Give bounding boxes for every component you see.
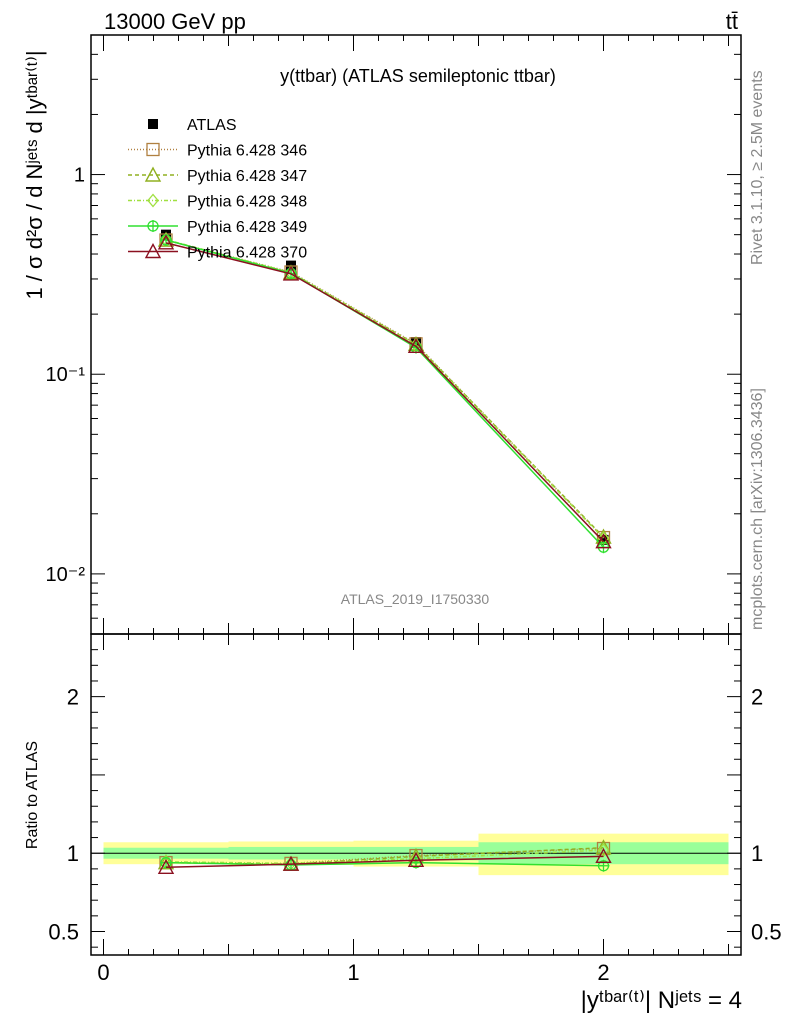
ratio-series-4-point-1 bbox=[282, 855, 300, 871]
top-series-4-point-0 bbox=[157, 234, 175, 250]
analysis-watermark: ATLAS_2019_I1750330 bbox=[341, 591, 490, 607]
ratio-ytick-label-right-1: 1 bbox=[751, 841, 763, 866]
xtick-label-0: 0 bbox=[97, 960, 109, 985]
top-series-line-2 bbox=[165, 238, 605, 539]
legend-marker-1 bbox=[144, 166, 162, 182]
ratio-series-line-2 bbox=[165, 849, 604, 865]
ratio-series-line-3 bbox=[165, 861, 604, 867]
data-curves bbox=[157, 229, 612, 875]
top-ytick-label-2: 10⁻² bbox=[46, 564, 86, 586]
energy-label: 13000 GeV pp bbox=[104, 9, 246, 34]
legend-marker-0 bbox=[146, 142, 160, 157]
top-ytick-label-1: 10⁻¹ bbox=[46, 364, 86, 386]
ratio-series-2-point-3 bbox=[597, 843, 610, 858]
legend-marker-4 bbox=[144, 243, 162, 259]
ratio-ytick-label-left-2: 0.5 bbox=[48, 920, 79, 945]
legend-label-1: Pythia 6.428 347 bbox=[187, 168, 307, 185]
top-series-line-0 bbox=[165, 239, 605, 539]
ratio-series-line-1 bbox=[165, 846, 604, 865]
legend-label-0: Pythia 6.428 346 bbox=[187, 143, 307, 160]
atlas-point-3 bbox=[598, 534, 609, 545]
ratio-ytick-label-left-0: 2 bbox=[67, 685, 79, 710]
ratio-ytick-label-right-0: 2 bbox=[751, 685, 763, 710]
legend-label-2: Pythia 6.428 348 bbox=[187, 194, 307, 211]
legend-marker-atlas bbox=[148, 119, 158, 129]
ratio-panel-frame bbox=[90, 633, 742, 956]
legend-label-3: Pythia 6.428 349 bbox=[187, 219, 307, 236]
top-y-axis-label: 1 / σ d²σ / d Nʲᵉᵗˢ d |yᵗᵇᵃʳ⁽ᵗ⁾| bbox=[22, 50, 47, 299]
ratio-ytick-label-right-2: 0.5 bbox=[751, 920, 782, 945]
axis-ticks: 1 10⁻¹ 10⁻² 2 2 1 1 0.5 0.5 0 1 2 bbox=[46, 34, 782, 985]
ratio-series-0-point-3 bbox=[596, 841, 611, 856]
process-label: tt̄ bbox=[726, 9, 738, 34]
top-series-4-point-1 bbox=[282, 265, 300, 281]
ratio-series-4-point-3 bbox=[595, 847, 612, 864]
top-series-line-3 bbox=[165, 239, 605, 548]
legend-label-atlas: ATLAS bbox=[187, 117, 237, 134]
chart-title: y(ttbar) (ATLAS semileptonic ttbar) bbox=[280, 66, 556, 86]
legend-marker-3 bbox=[147, 220, 159, 232]
ratio-y-axis-label: Ratio to ATLAS bbox=[24, 741, 41, 849]
top-series-4-point-2 bbox=[407, 337, 425, 353]
top-series-4-point-3 bbox=[595, 533, 612, 549]
rivet-label: Rivet 3.1.10, ≥ 2.5M events bbox=[749, 70, 766, 265]
x-axis-label: |yᵗᵇᵃʳ⁽ᵗ⁾| Nʲᵉᵗˢ = 4 bbox=[581, 987, 742, 1014]
ratio-series-1-point-3 bbox=[595, 839, 612, 855]
top-series-line-4 bbox=[165, 242, 605, 543]
legend-marker-2 bbox=[147, 193, 159, 208]
xtick-label-2: 2 bbox=[597, 960, 609, 985]
ratio-series-4-point-2 bbox=[407, 851, 425, 867]
mcplots-label: mcplots.cern.ch [arXiv:1306.3436] bbox=[749, 388, 766, 630]
top-ytick-label-0: 1 bbox=[74, 165, 85, 187]
ratio-series-3-point-0 bbox=[160, 856, 172, 869]
ratio-series-line-4 bbox=[165, 855, 604, 869]
legend-label-4: Pythia 6.428 370 bbox=[187, 245, 307, 262]
ratio-ytick-label-left-1: 1 bbox=[67, 841, 79, 866]
legend: ATLAS Pythia 6.428 346 Pythia 6.428 347 Pyt… bbox=[128, 117, 307, 262]
xtick-label-1: 1 bbox=[347, 960, 359, 985]
panel-frames bbox=[90, 34, 742, 956]
top-series-line-1 bbox=[165, 239, 605, 538]
ratio-series-4-point-0 bbox=[157, 858, 175, 875]
